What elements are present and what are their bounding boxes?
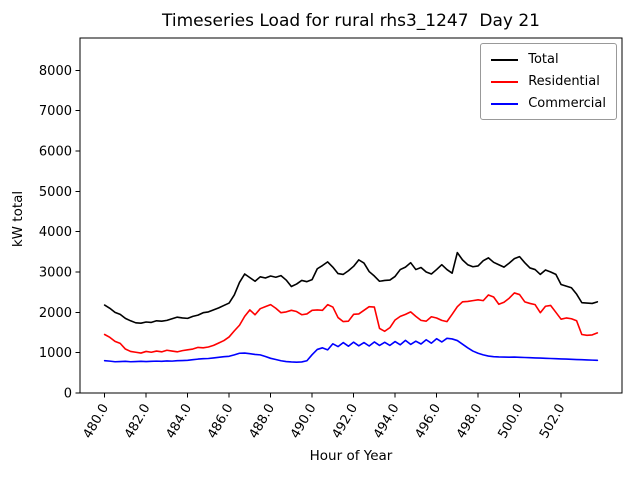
legend-line-residential-icon — [491, 80, 519, 83]
x-tick-label: 480.0 — [81, 402, 113, 442]
series-line-total — [103, 251, 599, 325]
legend-label: Total — [528, 52, 559, 67]
series-line-commercial — [103, 337, 599, 363]
legend: Total Residential Commercial — [480, 43, 617, 120]
x-axis-ticks: 480.0 482.0 484.0 486.0 488.0 490.0 492.0 494.0… — [81, 393, 569, 441]
legend-label: Commercial — [528, 96, 606, 111]
x-tick-label: 502.0 — [537, 402, 569, 442]
x-tick-label: 490.0 — [288, 402, 320, 442]
legend-label: Residential — [528, 74, 600, 89]
axes-frame — [79, 37, 623, 394]
series-line-residential — [103, 292, 599, 354]
x-tick-label: 496.0 — [412, 402, 444, 442]
x-tick-label: 492.0 — [329, 402, 361, 442]
legend-line-total-icon — [491, 58, 519, 61]
y-tick-label: 3000 — [39, 265, 72, 280]
x-tick-label: 498.0 — [454, 402, 486, 442]
legend-line-commercial-icon — [491, 102, 519, 105]
series-lines — [103, 251, 599, 363]
x-tick-label: 494.0 — [371, 402, 403, 442]
y-axis-ticks: 0 1000 2000 3000 4000 5000 6000 7000 8000 — [39, 64, 80, 402]
y-tick-label: 4000 — [39, 225, 72, 240]
y-tick-label: 1000 — [39, 346, 72, 361]
y-tick-label: 5000 — [39, 185, 72, 200]
y-tick-label: 8000 — [39, 64, 72, 79]
y-tick-label: 0 — [64, 387, 72, 402]
y-tick-label: 6000 — [39, 144, 72, 159]
legend-entry-commercial: Commercial — [491, 95, 606, 112]
x-tick-label: 482.0 — [122, 402, 154, 442]
x-tick-label: 484.0 — [163, 402, 195, 442]
legend-entry-total: Total — [491, 51, 606, 68]
x-tick-label: 486.0 — [205, 402, 237, 442]
legend-entry-residential: Residential — [491, 73, 606, 90]
y-tick-label: 2000 — [39, 306, 72, 321]
x-axis-label: Hour of Year — [309, 448, 393, 464]
chart-title: Timeseries Load for rural rhs3_1247 Day … — [162, 11, 540, 31]
y-tick-label: 7000 — [39, 104, 72, 119]
x-tick-label: 488.0 — [246, 402, 278, 442]
x-tick-label: 500.0 — [495, 402, 527, 442]
